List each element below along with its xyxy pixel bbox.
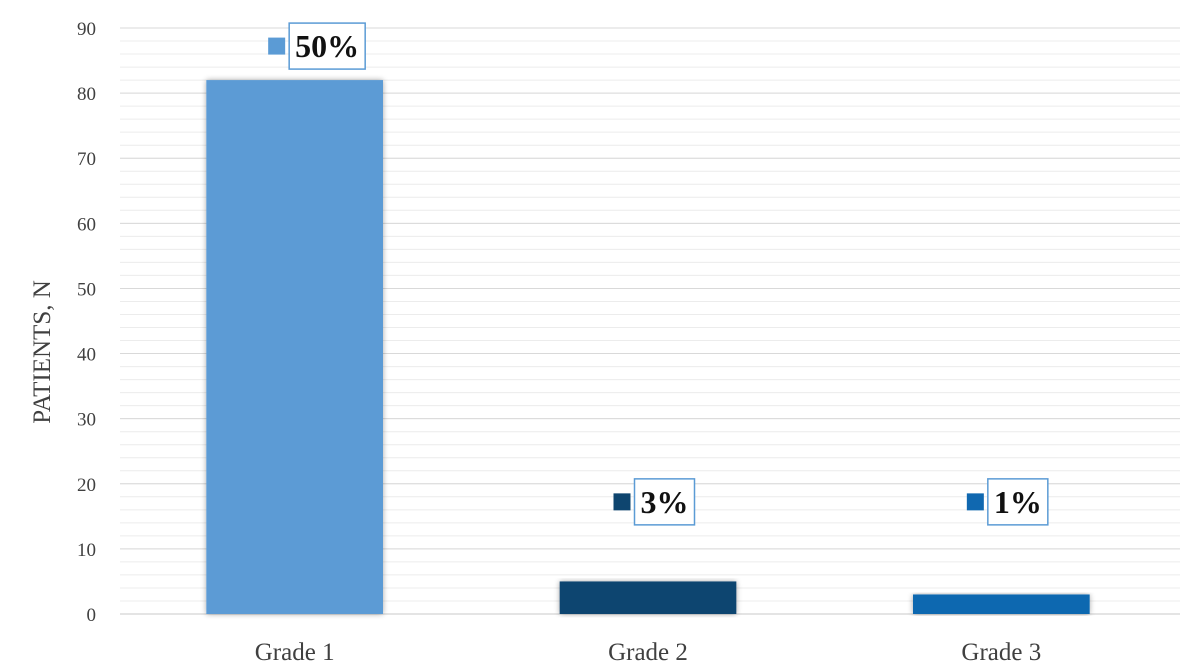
- label-marker-square: [966, 493, 984, 511]
- label-marker-square: [268, 37, 286, 55]
- bar-grade-1: [206, 80, 383, 615]
- y-axis-title: PATIENTS, N: [29, 280, 56, 424]
- x-category-label: Grade 1: [255, 639, 335, 666]
- bar-grade-2: [559, 581, 737, 614]
- data-label-text: 1%: [994, 484, 1042, 520]
- y-tick-label: 40: [77, 345, 96, 366]
- y-tick-label: 80: [77, 84, 96, 105]
- label-box: [633, 478, 696, 526]
- y-tick-label: 90: [77, 19, 96, 40]
- data-label-2: 3%: [613, 478, 696, 526]
- y-axis-tick-labels: 0 10 20 30 40 50 60 70 80 90: [77, 19, 96, 626]
- bar-grade-3: [913, 594, 1090, 614]
- x-category-label: Grade 3: [961, 639, 1041, 666]
- data-label-1: 50%: [268, 22, 366, 70]
- y-tick-label: 70: [77, 149, 96, 170]
- bars: [206, 80, 1090, 615]
- data-label-3: 1%: [966, 478, 1049, 526]
- y-tick-label: 30: [77, 410, 96, 431]
- x-axis-category-labels: Grade 1 Grade 2 Grade 3: [255, 639, 1041, 666]
- data-label-text: 3%: [641, 484, 689, 520]
- label-marker-square: [613, 493, 631, 511]
- label-box: [987, 478, 1049, 526]
- data-label-text: 50%: [295, 28, 359, 64]
- y-tick-label: 20: [77, 475, 96, 496]
- y-tick-label: 60: [77, 214, 96, 235]
- data-labels: 50% 3% 1%: [268, 22, 1049, 526]
- y-tick-label: 10: [77, 540, 96, 561]
- y-tick-label: 50: [77, 279, 96, 300]
- x-category-label: Grade 2: [608, 639, 688, 666]
- label-box: [288, 22, 366, 70]
- y-tick-label: 0: [87, 605, 97, 626]
